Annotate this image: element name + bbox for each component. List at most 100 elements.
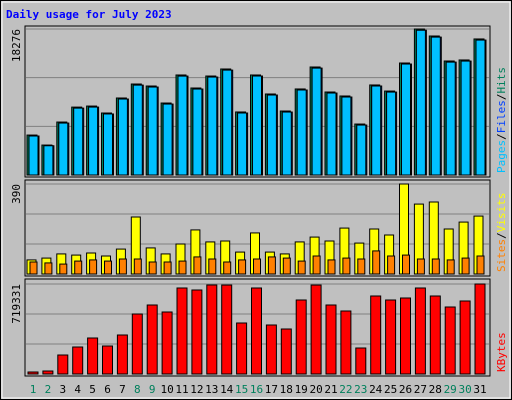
bar	[104, 260, 112, 275]
bar	[355, 347, 367, 375]
bar	[223, 261, 232, 275]
bar	[59, 263, 68, 275]
bar	[475, 39, 486, 176]
x-tick-label: 18	[280, 383, 293, 396]
bar	[341, 96, 352, 176]
legend-label: KBytes	[495, 332, 508, 372]
x-tick-label: 1	[30, 383, 37, 396]
legend: KBytes	[495, 332, 508, 372]
bar	[193, 256, 202, 275]
legend-label: Sites	[495, 239, 508, 272]
y-tick-label: 719331	[10, 284, 23, 324]
x-tick-label: 13	[205, 383, 218, 396]
bar	[236, 322, 248, 375]
bar	[43, 145, 54, 176]
bar	[103, 113, 113, 176]
x-tick-label: 27	[414, 383, 427, 396]
y-tick-label: 390	[10, 184, 23, 204]
bar	[44, 262, 53, 275]
bar	[178, 260, 187, 275]
bar	[265, 324, 277, 375]
bar	[147, 86, 158, 176]
bar	[207, 76, 218, 176]
bar	[221, 284, 233, 375]
bar	[146, 304, 158, 375]
x-tick-label: 8	[134, 383, 141, 396]
x-tick-label: 16	[250, 383, 263, 396]
bar	[29, 261, 38, 275]
bar	[460, 60, 471, 176]
x-tick-label: 4	[74, 383, 81, 396]
bar	[296, 89, 307, 176]
x-tick-label: 23	[354, 383, 367, 396]
bar	[251, 287, 262, 375]
bar	[280, 328, 292, 375]
bar	[312, 255, 321, 275]
x-tick-label: 24	[369, 383, 383, 396]
bar	[297, 260, 306, 275]
bar	[281, 111, 292, 176]
bar	[73, 107, 84, 176]
bar	[310, 284, 322, 375]
bar	[386, 91, 397, 176]
bar	[476, 255, 485, 275]
x-tick-label: 21	[324, 383, 337, 396]
bar	[461, 257, 470, 275]
x-tick-label: 3	[59, 383, 66, 396]
bar	[429, 295, 441, 375]
bar	[342, 257, 351, 275]
bar	[266, 94, 277, 176]
bar	[89, 259, 98, 275]
x-tick-label: 31	[473, 383, 486, 396]
x-tick-label: 28	[429, 383, 442, 396]
legend: Sites/Visits	[495, 193, 508, 273]
x-tick-label: 25	[384, 383, 397, 396]
x-tick-label: 22	[339, 383, 352, 396]
x-tick-label: 17	[265, 383, 278, 396]
bar	[340, 310, 352, 375]
bar	[327, 259, 336, 275]
legend-label: Pages	[495, 140, 508, 173]
bar	[27, 371, 39, 375]
bar	[326, 92, 337, 176]
bar	[400, 297, 411, 375]
bar	[176, 287, 188, 375]
legend-separator: /	[495, 94, 508, 101]
bar	[58, 122, 69, 176]
bar	[87, 337, 99, 375]
bar	[357, 258, 366, 275]
y-tick-label: 18276	[10, 29, 23, 62]
bar	[253, 258, 261, 275]
bar	[445, 61, 456, 176]
legend-label: Hits	[495, 67, 508, 94]
bar	[385, 299, 397, 375]
bar	[163, 261, 172, 275]
bar	[102, 345, 113, 375]
bar	[177, 75, 188, 176]
bar	[267, 256, 276, 275]
bar	[161, 311, 173, 375]
bar	[118, 258, 127, 275]
x-tick-label: 15	[235, 383, 248, 396]
x-tick-label: 30	[458, 383, 471, 396]
bar	[311, 67, 322, 176]
bar	[414, 287, 426, 375]
x-tick-label: 14	[220, 383, 234, 396]
bar	[402, 254, 410, 275]
bar	[237, 112, 248, 176]
legend-separator: /	[495, 232, 508, 239]
legend-label: Visits	[495, 193, 508, 233]
bar	[208, 258, 217, 275]
bar	[133, 258, 142, 275]
bar	[474, 283, 486, 375]
bar	[162, 103, 173, 176]
bar	[222, 69, 233, 176]
bar	[431, 258, 440, 275]
legend-label: Files	[495, 100, 508, 133]
bar	[132, 84, 143, 176]
x-tick-label: 5	[89, 383, 96, 396]
bar	[117, 98, 128, 176]
x-tick-label: 6	[104, 383, 111, 396]
